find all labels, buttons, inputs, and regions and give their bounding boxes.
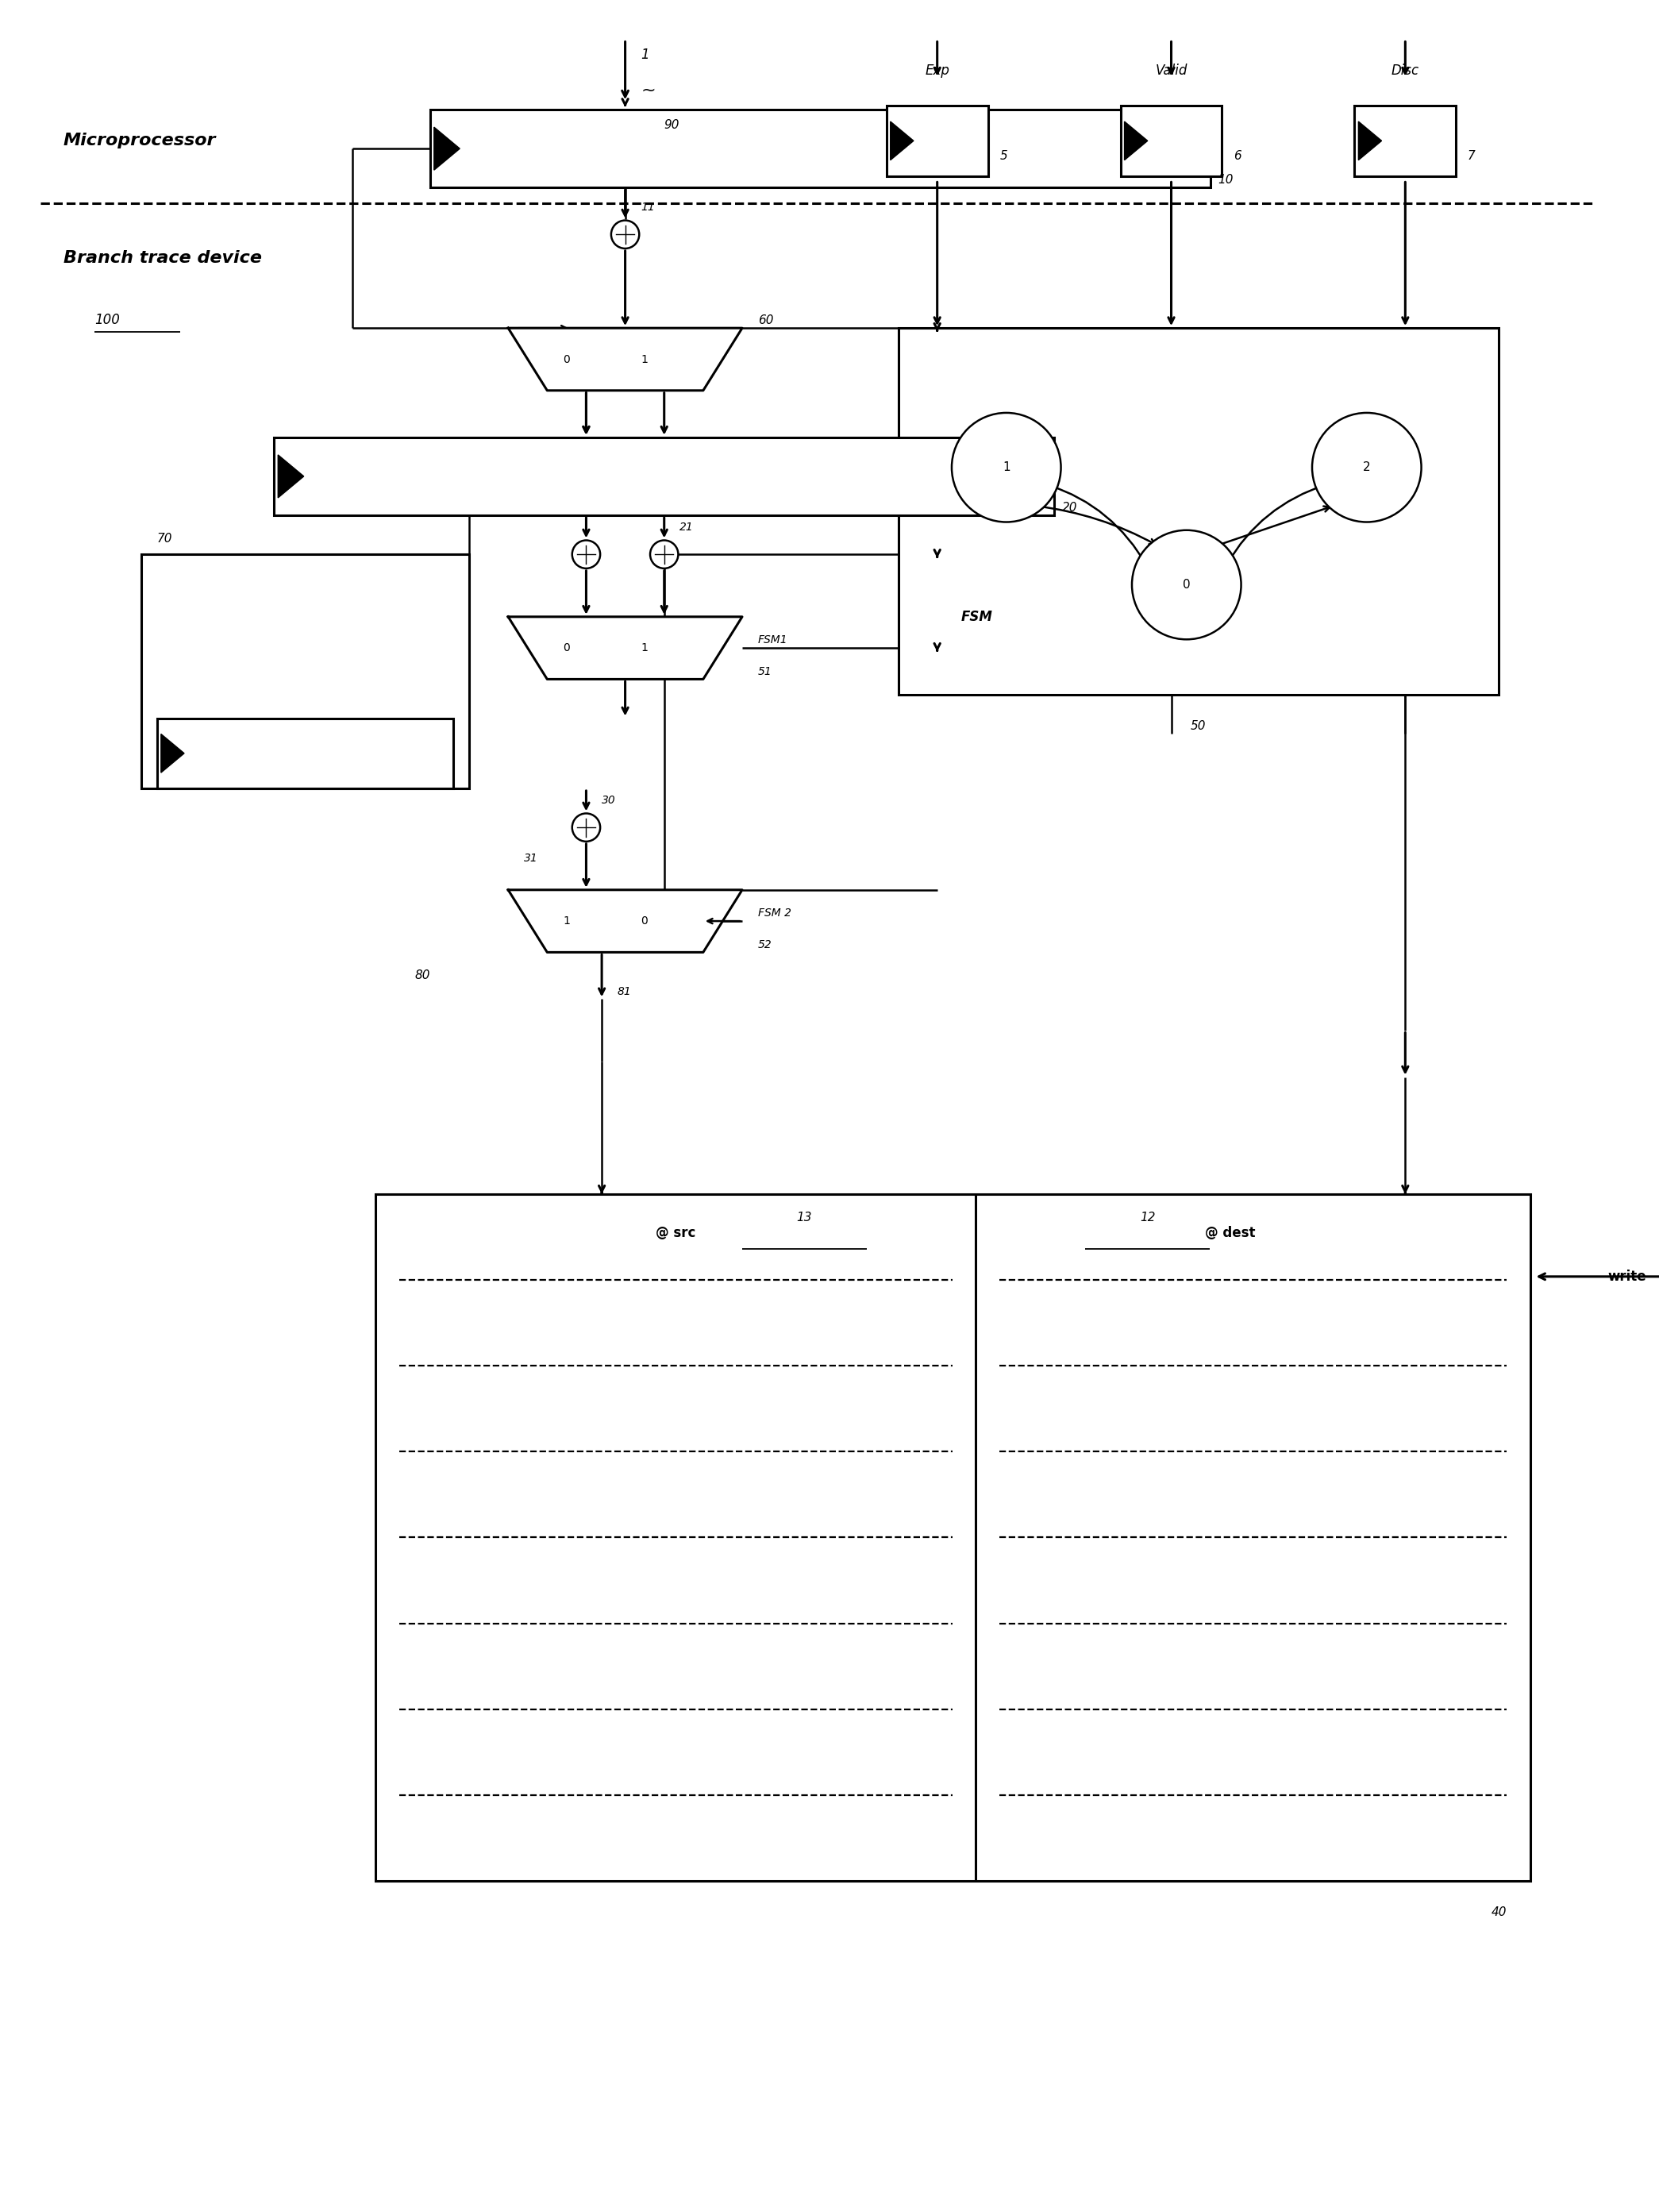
Text: 30: 30 [602, 794, 615, 805]
Text: 60: 60 [758, 314, 773, 325]
Text: 50: 50 [1191, 721, 1206, 732]
Text: @ src: @ src [655, 1225, 695, 1241]
Text: 0: 0 [1183, 580, 1191, 591]
Text: 40: 40 [1491, 1907, 1506, 1918]
Text: Disc: Disc [1392, 64, 1418, 77]
Bar [1354, 106, 1457, 177]
Text: 12: 12 [1140, 1212, 1155, 1223]
Text: 0: 0 [562, 641, 569, 653]
Text: 7: 7 [1468, 150, 1475, 161]
Text: 13: 13 [796, 1212, 811, 1223]
Polygon shape [435, 126, 460, 170]
Bar [430, 111, 1209, 188]
Text: 31: 31 [524, 854, 538, 865]
Text: 1: 1 [640, 49, 649, 62]
Text: @ dest: @ dest [1204, 1225, 1256, 1241]
Polygon shape [1125, 122, 1148, 159]
Circle shape [572, 814, 601, 841]
Text: 5: 5 [1000, 150, 1007, 161]
Polygon shape [1359, 122, 1382, 159]
Text: 90: 90 [664, 119, 680, 131]
Polygon shape [891, 122, 914, 159]
Text: Branch trace device: Branch trace device [63, 250, 262, 265]
Bar [274, 438, 1053, 515]
Bar [886, 106, 987, 177]
Text: 1: 1 [562, 916, 569, 927]
Bar [1120, 106, 1223, 177]
Polygon shape [508, 617, 742, 679]
Bar [141, 555, 469, 787]
Text: 11: 11 [640, 201, 655, 212]
Bar [898, 327, 1498, 695]
Text: 81: 81 [617, 987, 632, 998]
Text: 80: 80 [415, 969, 430, 982]
Bar [158, 719, 453, 787]
Polygon shape [508, 327, 742, 392]
Polygon shape [508, 889, 742, 953]
Text: 1: 1 [1002, 462, 1010, 473]
Circle shape [952, 414, 1060, 522]
Polygon shape [161, 734, 184, 772]
Text: 52: 52 [758, 938, 771, 949]
Text: Microprocessor: Microprocessor [63, 133, 216, 148]
Text: 20: 20 [1062, 502, 1077, 513]
Text: 100: 100 [95, 314, 119, 327]
Text: FSM1: FSM1 [758, 635, 788, 646]
Text: ~: ~ [640, 82, 655, 97]
Circle shape [1312, 414, 1422, 522]
Bar [375, 1194, 1530, 1880]
Text: FSM 2: FSM 2 [758, 907, 791, 918]
Text: 1: 1 [640, 354, 647, 365]
Text: 21: 21 [680, 522, 693, 533]
Text: write: write [1608, 1270, 1647, 1283]
Text: 6: 6 [1234, 150, 1241, 161]
Text: 70: 70 [158, 533, 173, 544]
Circle shape [650, 540, 679, 568]
Text: 10: 10 [1218, 175, 1234, 186]
Text: Exp: Exp [926, 64, 949, 77]
Polygon shape [279, 456, 304, 498]
Circle shape [1131, 531, 1241, 639]
Text: 0: 0 [562, 354, 569, 365]
Text: 51: 51 [758, 666, 771, 677]
Text: 0: 0 [640, 916, 647, 927]
Text: 2: 2 [1364, 462, 1370, 473]
Text: FSM: FSM [961, 611, 992, 624]
Text: 1: 1 [640, 641, 647, 653]
Circle shape [611, 221, 639, 248]
Text: Valid: Valid [1155, 64, 1188, 77]
Circle shape [572, 540, 601, 568]
